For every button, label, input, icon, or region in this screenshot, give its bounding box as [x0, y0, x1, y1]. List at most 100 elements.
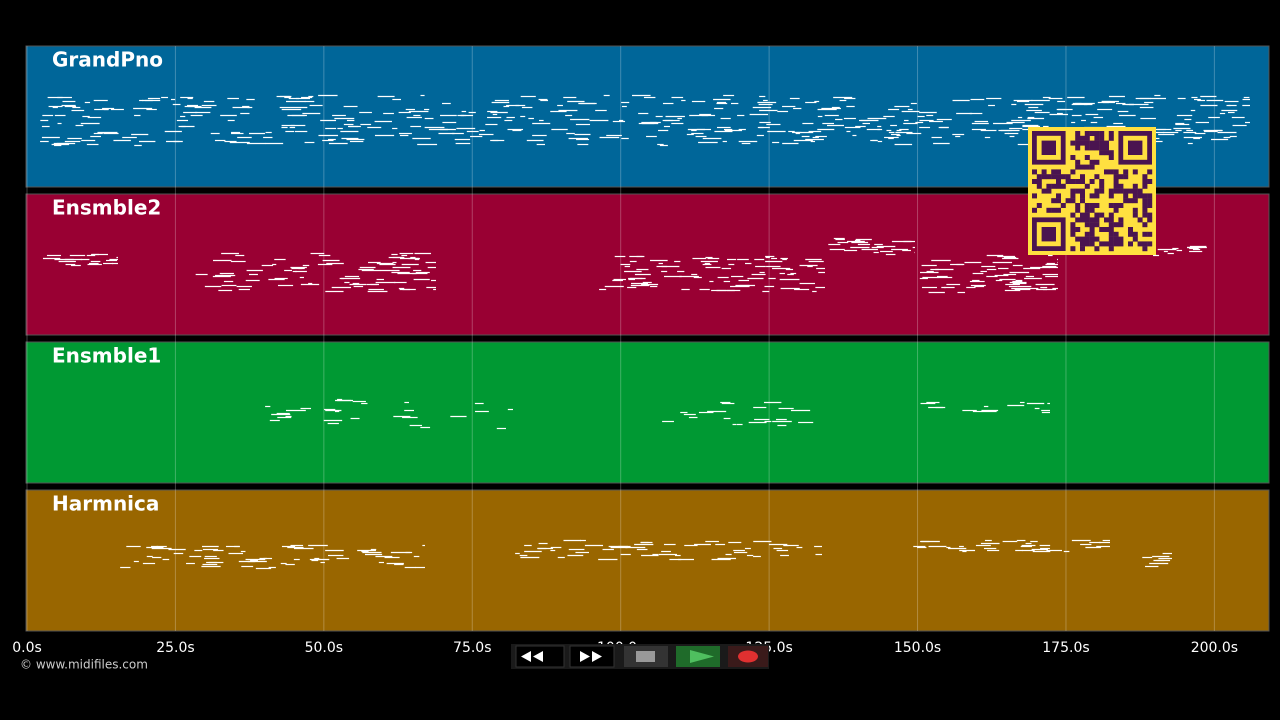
qr-cell — [1084, 217, 1090, 223]
track-name: GrandPno — [52, 48, 163, 72]
qr-cell — [1128, 231, 1133, 237]
qr-cell — [1108, 150, 1114, 156]
qr-cell — [1089, 145, 1095, 151]
track-panel — [25, 489, 1270, 632]
qr-cell — [1094, 212, 1100, 218]
qr-cell — [1075, 179, 1081, 184]
qr-cell — [1065, 198, 1071, 204]
qr-cell — [1094, 193, 1100, 199]
qr-cell — [1108, 227, 1114, 232]
qr-cell — [1142, 246, 1148, 252]
qr-cell — [1032, 193, 1037, 199]
rewind-button[interactable] — [515, 645, 565, 668]
qr-cell — [1132, 212, 1138, 218]
qr-cell — [1041, 169, 1047, 175]
qr-cell — [1137, 241, 1143, 247]
qr-cell — [1080, 241, 1085, 247]
qr-cell — [1084, 203, 1090, 208]
qr-cell — [1113, 183, 1119, 189]
qr-cell — [1113, 174, 1119, 180]
qr-cell — [1113, 236, 1119, 242]
qr-cell — [1084, 241, 1090, 247]
qr-cell — [1104, 145, 1109, 151]
qr-cell — [1137, 217, 1143, 223]
qr-cell — [1132, 198, 1138, 204]
qr-cell — [1113, 231, 1119, 237]
qr-cell — [1089, 227, 1095, 232]
qr-cell — [1142, 231, 1148, 237]
qr-cell — [1099, 227, 1105, 232]
qr-cell — [1128, 227, 1133, 232]
qr-cell — [1142, 212, 1148, 218]
qr-cell — [1132, 183, 1138, 189]
qr-cell — [1089, 131, 1095, 136]
qr-cell — [1137, 188, 1143, 194]
forward-button[interactable] — [569, 645, 615, 668]
qr-cell — [1070, 231, 1076, 237]
qr-cell — [1099, 150, 1105, 156]
tick-label: 150.0s — [894, 640, 941, 656]
qr-cell — [1075, 135, 1081, 141]
qr-cell — [1089, 222, 1095, 228]
qr-cell — [1080, 174, 1085, 180]
qr-cell — [1080, 217, 1085, 223]
qr-cell — [1084, 222, 1090, 228]
qr-cell — [1051, 169, 1057, 175]
qr-cell — [1056, 207, 1061, 213]
qr-cell — [1080, 198, 1085, 204]
qr-cell — [1118, 203, 1124, 208]
qr-cell — [1113, 188, 1119, 194]
qr-cell — [1075, 164, 1081, 170]
qr-cell — [1108, 231, 1114, 237]
track-name: Harmnica — [52, 492, 159, 516]
qr-cell — [1113, 241, 1119, 247]
stop-icon — [636, 651, 655, 662]
qr-cell — [1056, 193, 1061, 199]
qr-cell — [1036, 183, 1042, 189]
qr-cell — [1113, 203, 1119, 208]
qr-cell — [1123, 169, 1129, 175]
qr-cell — [1089, 159, 1095, 165]
qr-cell — [1108, 212, 1114, 218]
qr-cell — [1041, 188, 1047, 194]
qr-cell — [1089, 217, 1095, 223]
qr-cell — [1142, 174, 1148, 180]
qr-cell — [1142, 198, 1148, 204]
qr-finder — [1041, 227, 1056, 242]
qr-cell — [1147, 179, 1153, 184]
stop-button[interactable] — [624, 646, 668, 667]
qr-cell — [1060, 203, 1066, 208]
record-button[interactable] — [728, 646, 768, 667]
qr-cell — [1094, 174, 1100, 180]
qr-cell — [1108, 222, 1114, 228]
qr-cell — [1041, 174, 1047, 180]
tick-label: 200.0s — [1191, 640, 1238, 656]
play-icon — [690, 650, 714, 663]
track-panel — [25, 341, 1270, 484]
qr-cell — [1075, 131, 1081, 136]
qr-cell — [1118, 183, 1124, 189]
qr-cell — [1046, 188, 1052, 194]
qr-cell — [1094, 203, 1100, 208]
qr-cell — [1108, 135, 1114, 141]
qr-cell — [1065, 179, 1071, 184]
qr-cell — [1056, 169, 1061, 175]
qr-cell — [1080, 212, 1085, 218]
qr-cell — [1099, 145, 1105, 151]
qr-cell — [1032, 169, 1037, 175]
qr-cell — [1080, 236, 1085, 242]
qr-cell — [1108, 203, 1114, 208]
qr-cell — [1051, 174, 1057, 180]
play-button[interactable] — [676, 646, 720, 667]
qr-cell — [1132, 188, 1138, 194]
qr-cell — [1089, 236, 1095, 242]
track-labels: GrandPno Ensmble2 Ensmble1 Harmnica — [52, 48, 163, 516]
qr-cell — [1070, 212, 1076, 218]
qr-cell — [1084, 145, 1090, 151]
qr-cell — [1089, 207, 1095, 213]
qr-cell — [1094, 159, 1100, 165]
qr-cell — [1075, 188, 1081, 194]
qr-cell — [1147, 169, 1153, 175]
qr-cell — [1132, 169, 1138, 175]
